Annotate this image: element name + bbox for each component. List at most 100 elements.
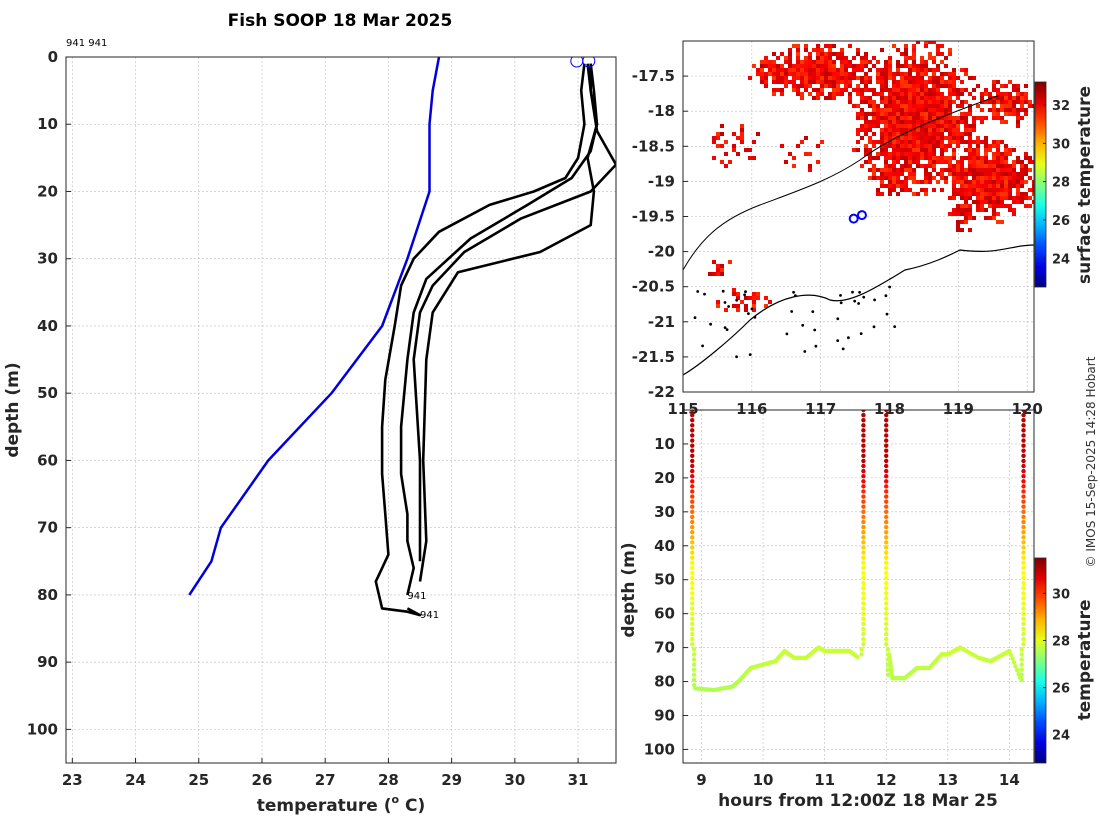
sst-pixel <box>908 108 912 112</box>
section-point <box>690 484 695 489</box>
sst-pixel <box>908 140 912 144</box>
sst-pixel <box>908 96 912 100</box>
sst-pixel <box>904 52 908 56</box>
profile-xtick-label: 28 <box>378 771 399 789</box>
map-xtick-label: 119 <box>943 400 974 418</box>
sst-pixel <box>944 116 948 120</box>
sst-pixel <box>964 156 968 160</box>
section-point <box>690 433 695 438</box>
sst-pixel <box>1020 108 1024 112</box>
section-point <box>690 453 695 459</box>
sst-pixel <box>784 84 788 88</box>
sst-pixel <box>1008 96 1012 100</box>
coastline <box>683 244 1034 376</box>
sst-pixel <box>872 88 876 92</box>
sst-pixel <box>832 88 836 92</box>
sst-pixel <box>864 144 868 148</box>
sst-pixel <box>940 188 944 192</box>
sst-pixel <box>896 152 900 156</box>
sst-pixel <box>792 156 796 160</box>
sst-pixel <box>1012 172 1016 176</box>
sst-pixel <box>960 176 964 180</box>
sst-pixel <box>736 152 740 156</box>
sst-pixel <box>964 188 968 192</box>
sst-pixel <box>952 116 956 120</box>
section-point <box>861 560 866 565</box>
profile-ytick-label: 20 <box>37 182 58 200</box>
sst-pixel <box>936 120 940 124</box>
sst-pixel <box>988 188 992 192</box>
section-point <box>690 565 695 571</box>
sst-pixel <box>896 136 900 140</box>
sst-pixel <box>984 196 988 200</box>
sst-pixel <box>976 168 980 172</box>
sst-pixel <box>924 104 928 108</box>
sst-pixel <box>796 92 800 96</box>
sst-pixel <box>880 108 884 112</box>
sst-pixel <box>716 132 720 136</box>
sst-pixel <box>888 76 892 80</box>
sst-pixel <box>848 76 852 80</box>
sst-pixel <box>932 156 936 160</box>
sst-pixel <box>920 124 924 128</box>
sst-pixel <box>980 196 984 200</box>
sst-pixel <box>984 188 988 192</box>
sst-pixel <box>908 148 912 152</box>
sst-pixel <box>988 168 992 172</box>
section-point <box>1007 648 1012 654</box>
sst-pixel <box>908 188 912 192</box>
sst-pixel <box>904 180 908 184</box>
sst-pixel <box>928 164 932 168</box>
sst-pixel <box>848 92 852 96</box>
sst-pixel <box>716 136 720 140</box>
sst-pixel <box>988 100 992 104</box>
sst-pixel <box>924 84 928 88</box>
sst-pixel <box>984 156 988 160</box>
sst-pixel <box>1016 184 1020 188</box>
sst-pixel <box>960 68 964 72</box>
sst-pixel <box>896 120 900 124</box>
sst-pixel <box>920 64 924 68</box>
sst-pixel <box>900 80 904 84</box>
sst-pixel <box>1016 116 1020 120</box>
sst-pixel <box>924 44 928 48</box>
sst-pixel <box>908 132 912 136</box>
sst-pixel <box>876 188 880 192</box>
sst-pixel <box>752 296 756 300</box>
sst-pixel <box>972 168 976 172</box>
section-point <box>861 499 866 504</box>
sst-pixel <box>984 216 988 220</box>
sst-pixel <box>872 168 876 172</box>
colorbar-tick-label: 26 <box>1052 682 1070 697</box>
sst-pixel <box>1000 176 1004 180</box>
sst-pixel <box>932 100 936 104</box>
sst-pixel <box>736 308 740 312</box>
sst-pixel <box>920 56 924 60</box>
sst-pixel <box>960 164 964 168</box>
sst-pixel <box>948 48 952 52</box>
section-point <box>691 657 697 662</box>
profile-xtick-label: 23 <box>62 771 83 789</box>
sst-pixel <box>896 132 900 136</box>
island-dot <box>701 344 704 348</box>
island-dot <box>703 292 706 296</box>
sst-pixel <box>808 84 812 88</box>
sst-pixel <box>892 132 896 136</box>
sst-pixel <box>976 188 980 192</box>
sst-pixel <box>988 192 992 196</box>
sst-pixel <box>844 68 848 72</box>
sst-pixel <box>960 172 964 176</box>
sst-pixel <box>864 132 868 136</box>
sst-pixel <box>976 116 980 120</box>
sst-pixel <box>880 88 884 92</box>
section-point <box>861 616 866 621</box>
sst-pixel <box>1008 148 1012 152</box>
sst-pixel <box>996 192 1000 196</box>
sst-pixel <box>1000 172 1004 176</box>
sst-pixel <box>788 64 792 68</box>
sst-pixel <box>1024 168 1028 172</box>
sst-pixel <box>908 176 912 180</box>
sst-pixel <box>1024 100 1028 104</box>
sst-pixel <box>904 56 908 60</box>
